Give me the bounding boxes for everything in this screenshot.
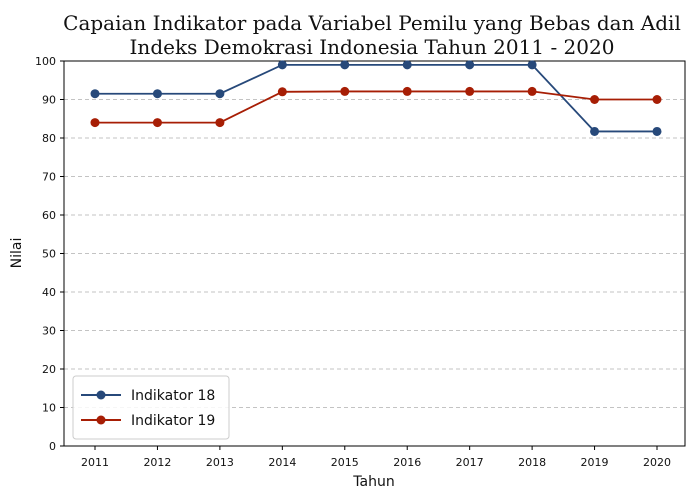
legend-label-indikator-18: Indikator 18 bbox=[131, 388, 215, 404]
x-axis-ticks: 2011 2012 2013 2014 2015 2016 2017 2018 2019 2020 bbox=[81, 446, 671, 469]
y-tick-label-50: 50 bbox=[42, 248, 56, 261]
x-tick-label-2011: 2011 bbox=[81, 456, 109, 469]
data-point-indikator-18-2011 bbox=[90, 89, 100, 99]
data-point-indikator-19-2017 bbox=[465, 86, 475, 96]
y-tick-label-40: 40 bbox=[42, 286, 56, 299]
x-tick-label-2020: 2020 bbox=[643, 456, 671, 469]
data-point-indikator-19-2014 bbox=[277, 87, 287, 97]
legend-label-indikator-19: Indikator 19 bbox=[131, 413, 215, 429]
data-point-indikator-18-2014 bbox=[277, 60, 287, 70]
y-tick-label-80: 80 bbox=[42, 132, 56, 145]
data-point-indikator-18-2018 bbox=[527, 60, 537, 70]
data-point-indikator-18-2019 bbox=[590, 126, 600, 136]
x-tick-label-2014: 2014 bbox=[268, 456, 296, 469]
data-point-indikator-19-2018 bbox=[527, 86, 537, 96]
series-line-indikator-18 bbox=[95, 63, 657, 133]
data-point-indikator-18-2013 bbox=[215, 89, 225, 99]
y-tick-label-60: 60 bbox=[42, 209, 56, 222]
data-point-indikator-18-2016 bbox=[402, 60, 412, 70]
legend-marker-indikator-18 bbox=[96, 390, 106, 400]
legend: Indikator 18 Indikator 19 bbox=[72, 375, 230, 440]
data-point-indikator-19-2019 bbox=[590, 95, 600, 104]
x-axis-label: Tahun bbox=[352, 474, 394, 490]
data-point-indikator-19-2016 bbox=[402, 86, 412, 96]
legend-marker-indikator-19 bbox=[96, 415, 106, 425]
y-tick-label-70: 70 bbox=[42, 171, 56, 184]
x-tick-label-2016: 2016 bbox=[393, 456, 421, 469]
x-tick-label-2012: 2012 bbox=[143, 456, 171, 469]
y-tick-label-0: 0 bbox=[49, 440, 56, 453]
x-tick-label-2013: 2013 bbox=[206, 456, 234, 469]
data-point-indikator-18-2020 bbox=[652, 126, 662, 136]
data-point-indikator-18-2017 bbox=[465, 60, 475, 70]
chart-title-line-2: Indeks Demokrasi Indonesia Tahun 2011 - … bbox=[130, 35, 615, 59]
series-layer bbox=[90, 60, 662, 136]
x-tick-label-2019: 2019 bbox=[581, 456, 609, 469]
x-tick-label-2015: 2015 bbox=[331, 456, 359, 469]
y-tick-label-90: 90 bbox=[42, 94, 56, 107]
y-axis-label: Nilai bbox=[9, 238, 25, 269]
data-point-indikator-19-2020 bbox=[652, 95, 662, 104]
series-line-indikator-19 bbox=[95, 90, 657, 124]
y-tick-label-10: 10 bbox=[42, 402, 56, 415]
y-tick-label-100: 100 bbox=[35, 55, 56, 68]
chart-title-line-1: Capaian Indikator pada Variabel Pemilu y… bbox=[63, 11, 681, 35]
y-axis-ticks: 0 10 20 30 40 50 60 70 80 90 100 bbox=[35, 55, 64, 453]
data-point-indikator-18-2015 bbox=[340, 60, 350, 70]
data-point-indikator-19-2012 bbox=[152, 118, 162, 128]
y-tick-label-30: 30 bbox=[42, 325, 56, 338]
x-tick-label-2017: 2017 bbox=[456, 456, 484, 469]
data-point-indikator-19-2013 bbox=[215, 118, 225, 128]
data-point-indikator-19-2015 bbox=[340, 86, 350, 96]
legend-box bbox=[72, 375, 230, 440]
x-tick-label-2018: 2018 bbox=[518, 456, 546, 469]
data-point-indikator-18-2012 bbox=[152, 89, 162, 99]
data-point-indikator-19-2011 bbox=[90, 118, 100, 128]
y-tick-label-20: 20 bbox=[42, 363, 56, 376]
